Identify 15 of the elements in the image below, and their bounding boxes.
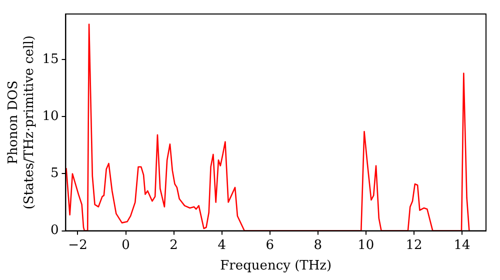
y-tick-label: 10 [42,109,59,124]
x-tick-label: 12 [406,238,422,253]
y-tick-label: 5 [50,166,59,182]
y-axis-title: Phonon DOS (States/THz·primitive cell) [6,35,37,210]
x-tick-label: 8 [314,238,322,253]
x-tick-label: 4 [218,238,226,253]
x-tick-label: 0 [122,238,130,253]
x-tick-label: 6 [266,238,274,253]
x-tick-label: 2 [170,238,178,253]
x-tick-label: 10 [358,238,374,253]
x-tick-label: −2 [68,238,88,253]
x-tick-label: 14 [454,238,470,253]
x-axis-title: Frequency (THz) [220,258,332,274]
y-tick-label: 15 [42,52,59,68]
y-tick-label: 0 [50,223,59,238]
